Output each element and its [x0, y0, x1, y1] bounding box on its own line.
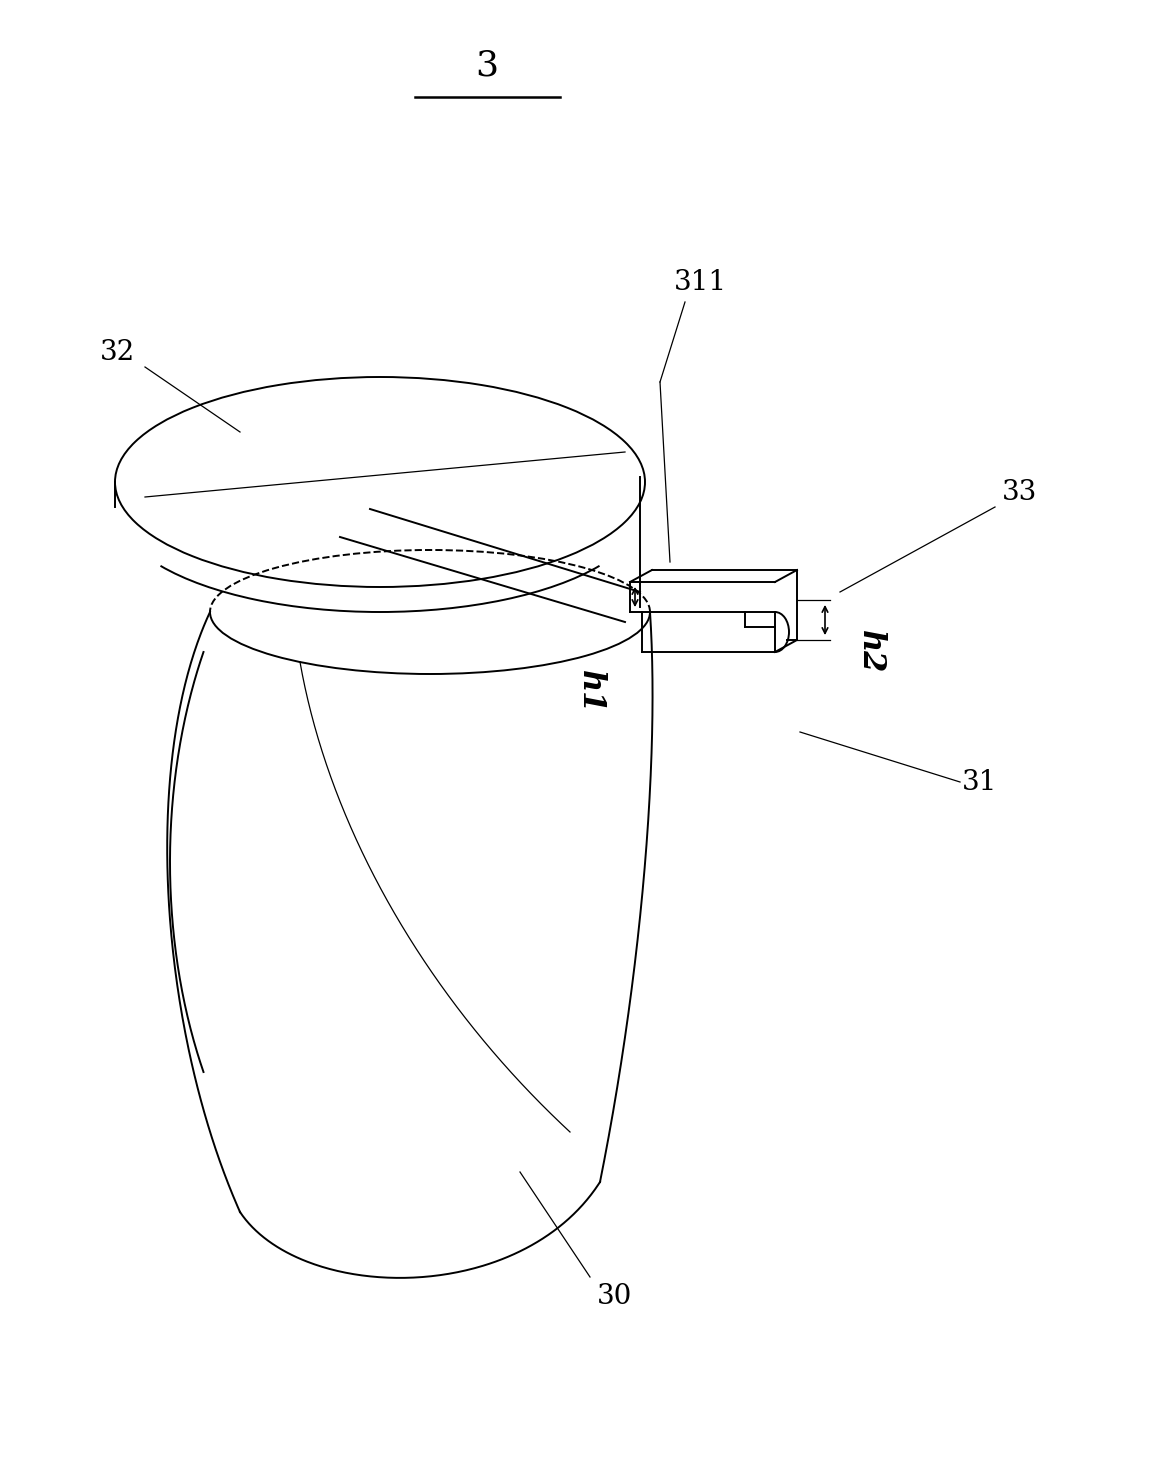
- Text: 32: 32: [100, 338, 135, 366]
- Text: h2: h2: [854, 630, 886, 674]
- Text: 30: 30: [598, 1283, 633, 1310]
- Text: 311: 311: [673, 268, 727, 295]
- Text: 31: 31: [963, 769, 998, 796]
- Text: h1: h1: [574, 670, 606, 714]
- Text: 33: 33: [1002, 479, 1037, 505]
- Text: 3: 3: [475, 47, 498, 82]
